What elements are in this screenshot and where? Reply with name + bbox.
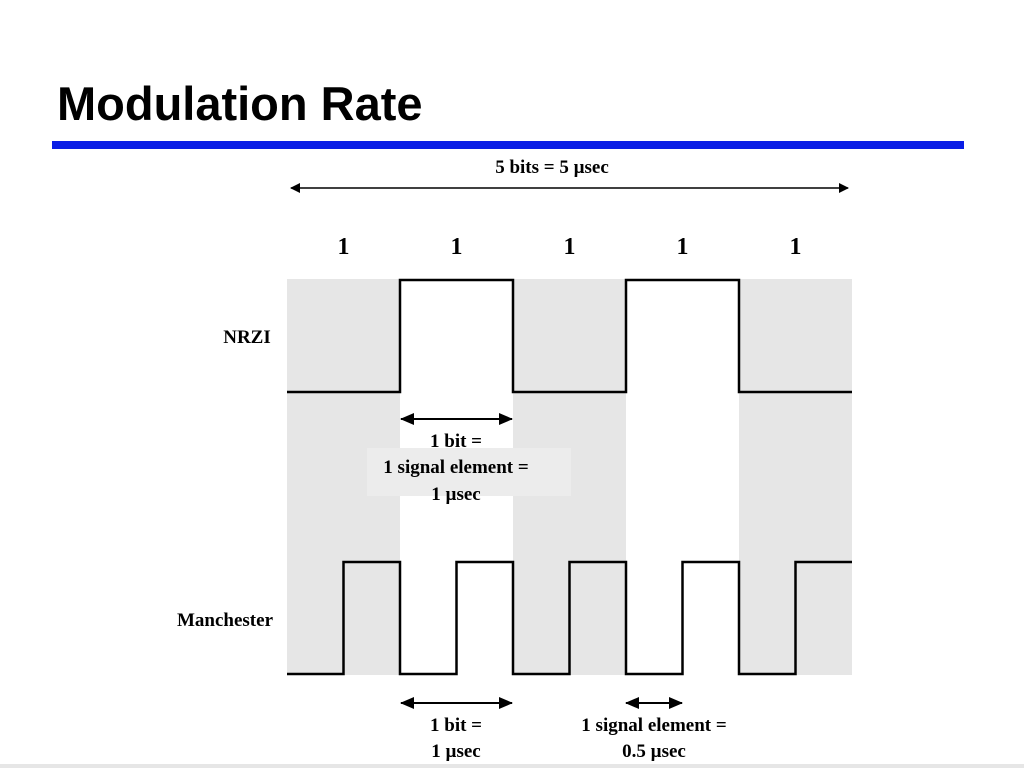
bit-value-label: 1 — [338, 234, 350, 260]
manchester-element-annotation-line-1: 1 signal element = — [581, 715, 726, 736]
slide-title: Modulation Rate — [57, 77, 423, 130]
nrzi-annotation-line-2: 1 signal element = — [383, 457, 528, 478]
bottom-divider — [0, 764, 1024, 768]
title-underline — [52, 141, 964, 149]
bit-value-label: 1 — [451, 234, 463, 260]
nrzi-annotation-backdrop — [367, 448, 571, 496]
nrzi-label: NRZI — [223, 327, 271, 348]
bit-value-label: 1 — [677, 234, 689, 260]
manchester-element-annotation-line-2: 0.5 µsec — [622, 741, 686, 762]
bit-value-label: 1 — [564, 234, 576, 260]
manchester-label: Manchester — [177, 610, 274, 631]
span-label: 5 bits = 5 µsec — [495, 157, 609, 178]
nrzi-annotation-line-3: 1 µsec — [431, 484, 480, 505]
nrzi-waveform — [287, 278, 852, 394]
manchester-bit-annotation-line-2: 1 µsec — [431, 741, 480, 762]
bit-value-label: 1 — [790, 234, 802, 260]
manchester-waveform — [287, 560, 852, 676]
nrzi-annotation-line-1: 1 bit = — [430, 431, 482, 452]
bit-labels: 1 1 1 1 1 — [338, 234, 802, 260]
manchester-bit-annotation-line-1: 1 bit = — [430, 715, 482, 736]
